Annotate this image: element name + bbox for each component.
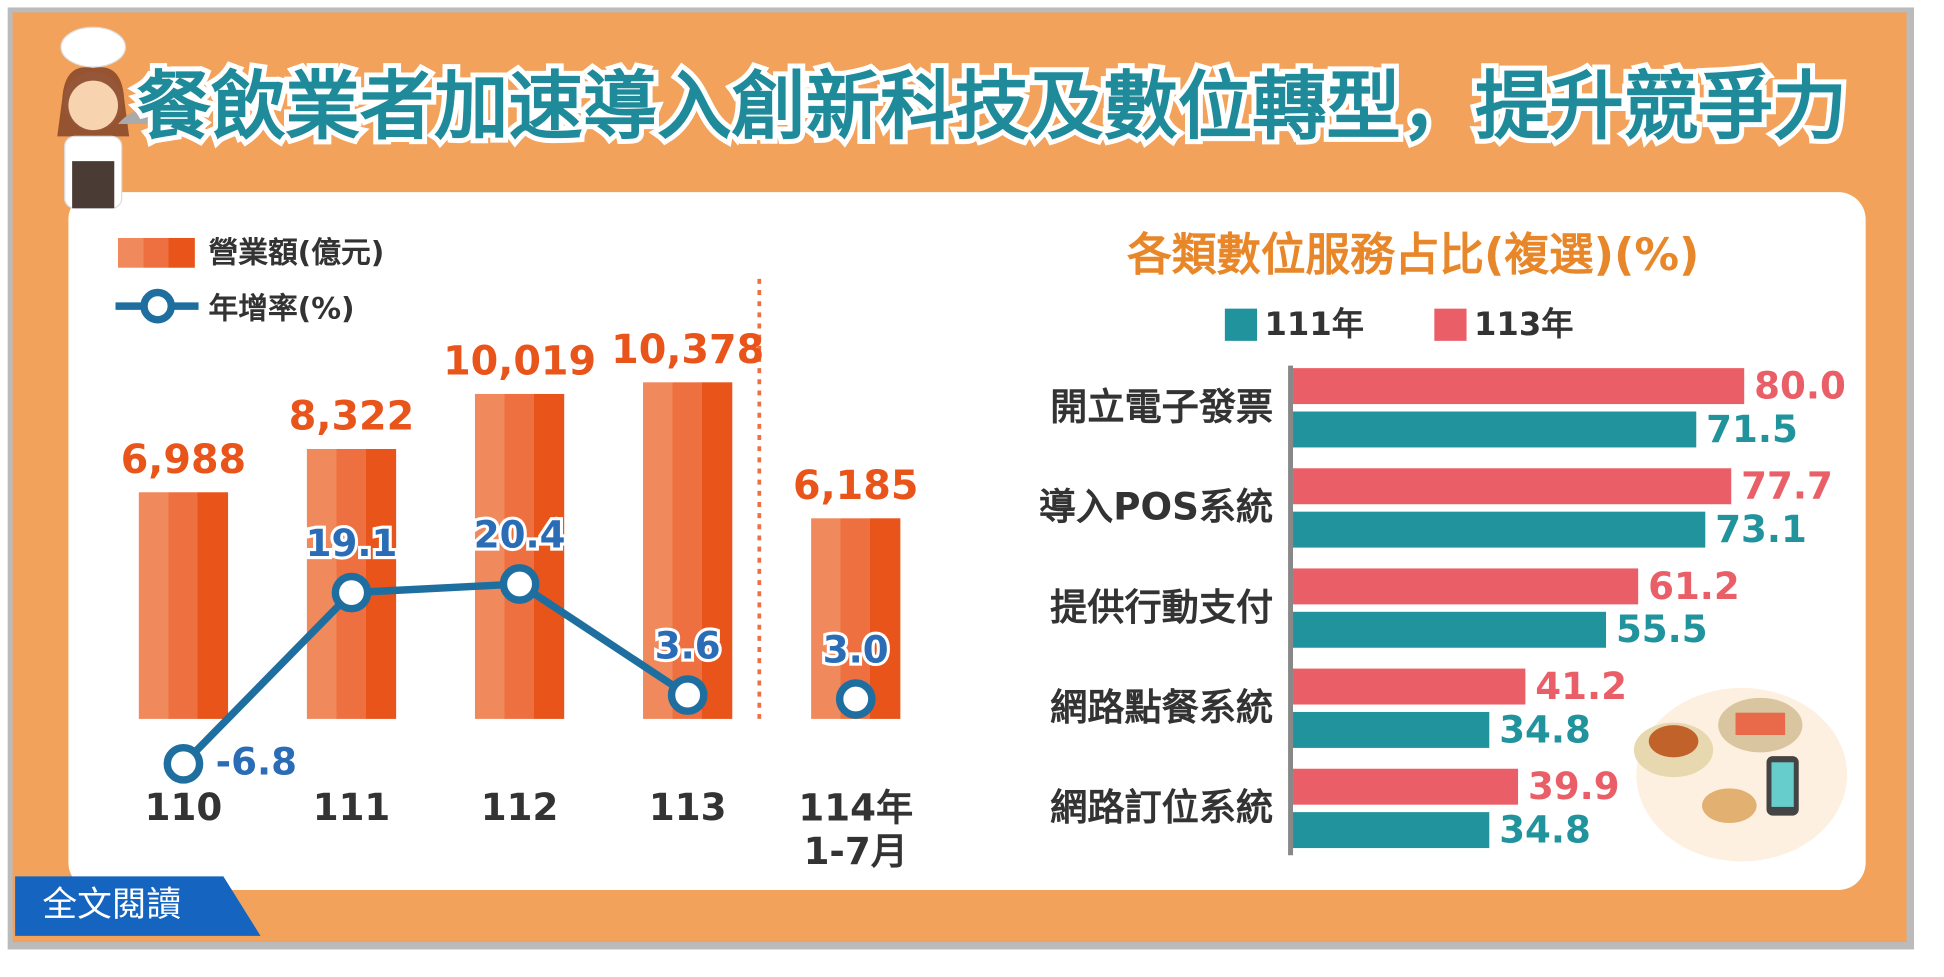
bar-value-label: 71.5	[1706, 407, 1798, 451]
y-tick-label: 開立電子發票	[1050, 385, 1273, 429]
bar-value-label: 34.8	[1499, 707, 1591, 751]
bar	[138, 492, 229, 719]
page-title: 餐飲業者加速導入創新科技及數位轉型，提升競爭力	[137, 63, 1847, 150]
growth-marker	[667, 675, 708, 715]
bar-value-label: 10,378	[611, 327, 764, 373]
bar-value-label: 41.2	[1535, 664, 1627, 708]
read-more-label[interactable]: 全文閱讀	[42, 885, 181, 925]
bar-value-label: 39.9	[1528, 764, 1620, 808]
bar-value-label: 6,185	[793, 463, 918, 509]
bar-value-label: 77.7	[1741, 464, 1833, 508]
x-tick-label: 110	[145, 785, 223, 829]
legend-marker	[140, 288, 176, 324]
bar	[1293, 768, 1519, 805]
bar	[1293, 812, 1490, 849]
x-tick-label: 114年 1-7月	[798, 785, 913, 872]
growth-value-label: -6.8	[216, 739, 297, 783]
growth-value-label: 3.6	[655, 623, 721, 667]
legend-label: 113年	[1474, 305, 1573, 343]
growth-value-label: 3.0	[823, 627, 889, 671]
bar-value-label: 34.8	[1499, 807, 1591, 851]
y-tick-label: 網路點餐系統	[1050, 685, 1273, 729]
bar	[1293, 411, 1697, 448]
read-more-button[interactable]	[15, 876, 261, 936]
x-tick-label: 112	[481, 785, 559, 829]
chart-title: 各類數位服務占比(複選)(%)	[1127, 229, 1699, 281]
bar	[1293, 711, 1490, 748]
bar-value-label: 10,019	[443, 339, 596, 385]
bar-value-label: 80.0	[1754, 363, 1846, 407]
chef-icon	[57, 26, 164, 209]
y-tick-label: 提供行動支付	[1050, 585, 1273, 629]
bar	[1293, 568, 1639, 605]
legend-label: 營業額(億元)	[208, 236, 384, 271]
bar	[1293, 368, 1745, 405]
growth-value-label: 20.4	[474, 512, 566, 556]
bar	[1293, 611, 1607, 648]
x-tick-label: 113	[649, 785, 727, 829]
bar	[1293, 668, 1526, 705]
growth-marker	[499, 564, 540, 604]
bar-value-label: 73.1	[1715, 507, 1807, 551]
growth-marker	[163, 743, 204, 784]
bar	[1293, 511, 1706, 548]
bar	[643, 382, 733, 719]
y-tick-label: 導入POS系統	[1039, 485, 1273, 529]
legend-swatch	[1434, 308, 1467, 341]
bar-value-label: 8,322	[289, 394, 414, 440]
legend-swatch	[1224, 308, 1258, 341]
food-illustration	[1633, 687, 1848, 862]
bar-value-label: 61.2	[1648, 564, 1740, 608]
x-tick-label: 111	[313, 785, 391, 829]
y-tick-label: 網路訂位系統	[1050, 785, 1273, 829]
legend-label: 111年	[1265, 305, 1364, 343]
growth-marker	[331, 572, 372, 613]
legend-label: 年增率(%)	[208, 291, 354, 326]
bar-value-label: 55.5	[1616, 607, 1708, 651]
bar	[474, 393, 565, 719]
growth-marker	[835, 679, 876, 719]
legend-swatch	[117, 237, 195, 268]
bar	[1293, 468, 1732, 505]
growth-line	[180, 580, 690, 767]
growth-value-label: 19.1	[306, 521, 398, 565]
bar-value-label: 6,988	[121, 437, 246, 483]
